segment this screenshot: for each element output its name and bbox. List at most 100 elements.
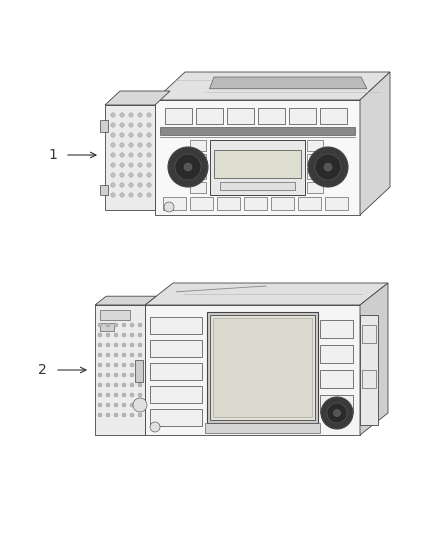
Circle shape bbox=[129, 163, 133, 167]
Circle shape bbox=[129, 133, 133, 137]
Bar bbox=[165, 108, 192, 124]
Circle shape bbox=[98, 343, 102, 347]
Circle shape bbox=[147, 193, 151, 197]
Circle shape bbox=[120, 153, 124, 157]
Circle shape bbox=[114, 363, 118, 367]
Circle shape bbox=[129, 143, 133, 147]
Circle shape bbox=[98, 383, 102, 387]
Circle shape bbox=[333, 409, 340, 416]
Bar bbox=[298, 197, 321, 210]
Bar bbox=[325, 197, 348, 210]
Bar bbox=[100, 310, 130, 320]
Circle shape bbox=[122, 323, 126, 327]
Circle shape bbox=[120, 163, 124, 167]
Circle shape bbox=[184, 163, 192, 171]
Bar bbox=[320, 345, 353, 363]
Circle shape bbox=[111, 123, 115, 127]
Circle shape bbox=[133, 398, 147, 412]
Circle shape bbox=[138, 143, 142, 147]
Circle shape bbox=[175, 154, 201, 180]
Bar bbox=[362, 370, 376, 388]
Circle shape bbox=[106, 343, 110, 347]
Bar bbox=[220, 182, 295, 190]
Circle shape bbox=[147, 153, 151, 157]
Circle shape bbox=[168, 147, 208, 187]
Bar bbox=[160, 127, 355, 135]
Bar bbox=[100, 323, 114, 331]
Circle shape bbox=[130, 333, 134, 337]
Circle shape bbox=[122, 353, 126, 357]
Polygon shape bbox=[145, 283, 388, 305]
Bar bbox=[320, 108, 347, 124]
Circle shape bbox=[138, 403, 142, 407]
Circle shape bbox=[120, 143, 124, 147]
Circle shape bbox=[111, 143, 115, 147]
Bar bbox=[190, 154, 206, 165]
Circle shape bbox=[106, 353, 110, 357]
Circle shape bbox=[98, 353, 102, 357]
Circle shape bbox=[122, 383, 126, 387]
Circle shape bbox=[106, 373, 110, 377]
Circle shape bbox=[98, 393, 102, 397]
Circle shape bbox=[130, 343, 134, 347]
Polygon shape bbox=[209, 77, 367, 89]
Circle shape bbox=[147, 113, 151, 117]
Circle shape bbox=[130, 403, 134, 407]
Bar bbox=[190, 197, 213, 210]
Circle shape bbox=[147, 163, 151, 167]
Bar bbox=[217, 197, 240, 210]
Circle shape bbox=[129, 173, 133, 177]
Circle shape bbox=[114, 353, 118, 357]
Bar bbox=[150, 409, 202, 426]
Circle shape bbox=[106, 393, 110, 397]
Circle shape bbox=[138, 343, 142, 347]
Circle shape bbox=[122, 413, 126, 417]
Circle shape bbox=[106, 363, 110, 367]
Circle shape bbox=[130, 363, 134, 367]
Circle shape bbox=[130, 393, 134, 397]
Circle shape bbox=[122, 403, 126, 407]
Bar bbox=[289, 108, 316, 124]
Circle shape bbox=[114, 343, 118, 347]
Bar bbox=[244, 197, 267, 210]
Circle shape bbox=[106, 323, 110, 327]
Polygon shape bbox=[105, 91, 170, 105]
Circle shape bbox=[130, 353, 134, 357]
Polygon shape bbox=[360, 72, 390, 215]
Bar bbox=[214, 150, 301, 178]
Bar bbox=[100, 120, 108, 132]
Bar bbox=[205, 423, 320, 433]
Bar bbox=[307, 154, 323, 165]
Circle shape bbox=[138, 373, 142, 377]
Circle shape bbox=[122, 343, 126, 347]
Text: 1: 1 bbox=[48, 148, 57, 162]
Bar bbox=[150, 340, 202, 357]
Circle shape bbox=[106, 413, 110, 417]
Bar bbox=[271, 197, 294, 210]
Circle shape bbox=[138, 363, 142, 367]
Circle shape bbox=[130, 373, 134, 377]
Circle shape bbox=[130, 323, 134, 327]
Circle shape bbox=[111, 193, 115, 197]
Circle shape bbox=[120, 123, 124, 127]
Circle shape bbox=[111, 133, 115, 137]
Circle shape bbox=[138, 193, 142, 197]
Circle shape bbox=[122, 333, 126, 337]
Circle shape bbox=[308, 147, 348, 187]
Circle shape bbox=[122, 363, 126, 367]
Circle shape bbox=[114, 323, 118, 327]
Circle shape bbox=[120, 183, 124, 187]
Bar bbox=[163, 197, 186, 210]
Circle shape bbox=[114, 403, 118, 407]
Circle shape bbox=[327, 403, 347, 423]
Polygon shape bbox=[155, 72, 390, 100]
Polygon shape bbox=[105, 105, 155, 210]
Polygon shape bbox=[95, 305, 145, 435]
Circle shape bbox=[138, 173, 142, 177]
Bar bbox=[207, 312, 318, 423]
Bar bbox=[190, 140, 206, 151]
Circle shape bbox=[122, 393, 126, 397]
Circle shape bbox=[98, 323, 102, 327]
Circle shape bbox=[138, 183, 142, 187]
Circle shape bbox=[114, 333, 118, 337]
